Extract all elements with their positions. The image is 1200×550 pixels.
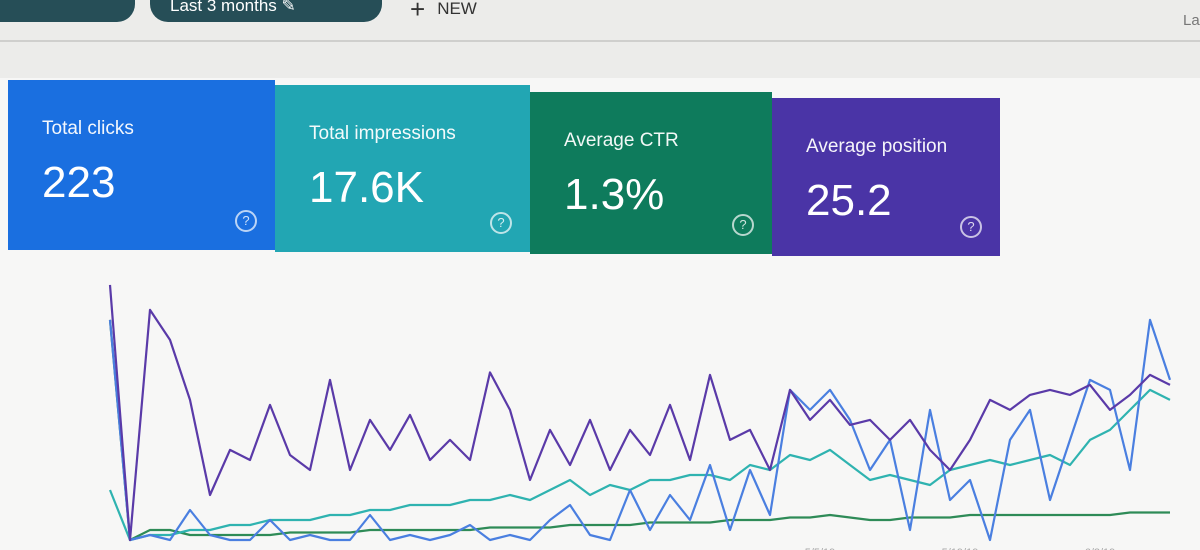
x-tick-label: 6/2/19 bbox=[1085, 547, 1116, 550]
help-icon[interactable]: ? bbox=[732, 214, 754, 236]
filter-chip-date[interactable]: Last 3 months ✎ bbox=[150, 0, 382, 22]
edit-pencil-icon: ✎ bbox=[281, 0, 296, 15]
card-label: Total impressions bbox=[309, 123, 456, 144]
card-value: 17.6K bbox=[309, 163, 424, 212]
toolbar: Last 3 months ✎ + NEW La bbox=[0, 0, 1200, 42]
x-tick-label: 5/5/19 bbox=[805, 547, 836, 550]
series-line-position bbox=[108, 284, 1171, 542]
series-line-impressions bbox=[108, 388, 1171, 542]
help-icon[interactable]: ? bbox=[960, 216, 982, 238]
card-value: 1.3% bbox=[564, 170, 665, 219]
card-label: Average position bbox=[806, 136, 948, 157]
new-label: NEW bbox=[437, 0, 477, 18]
plus-icon: + bbox=[410, 0, 426, 24]
card-total-impressions[interactable]: Total impressions 17.6K ? bbox=[275, 85, 530, 252]
card-total-clicks[interactable]: Total clicks 223 ? bbox=[8, 80, 275, 250]
last-updated-text: La bbox=[1183, 12, 1200, 29]
series-line-clicks bbox=[108, 318, 1172, 542]
series-line-ctr bbox=[108, 319, 1170, 542]
card-value: 223 bbox=[42, 158, 116, 207]
card-value: 25.2 bbox=[806, 176, 892, 225]
filter-chip-search-type[interactable] bbox=[0, 0, 135, 22]
card-average-position[interactable]: Average position 25.2 ? bbox=[772, 98, 1000, 256]
x-tick-label: 5/19/19 bbox=[942, 547, 979, 550]
card-label: Average CTR bbox=[564, 130, 679, 151]
help-icon[interactable]: ? bbox=[235, 210, 257, 232]
help-icon[interactable]: ? bbox=[490, 212, 512, 234]
card-label: Total clicks bbox=[42, 118, 134, 139]
new-filter-button[interactable]: + NEW bbox=[410, 0, 477, 25]
filter-chip-date-label: Last 3 months bbox=[170, 0, 277, 15]
card-average-ctr[interactable]: Average CTR 1.3% ? bbox=[530, 92, 772, 254]
